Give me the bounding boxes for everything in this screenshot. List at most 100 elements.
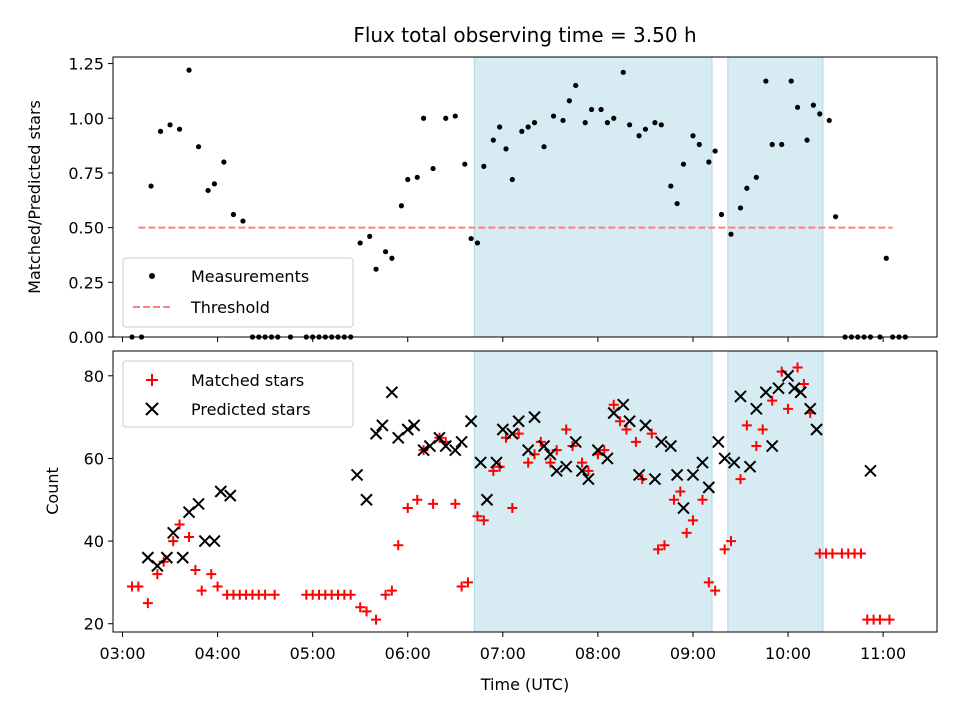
matched-star-point [371, 614, 382, 625]
matched-star-point [697, 494, 708, 505]
predicted-star-point [743, 460, 757, 473]
matched-star-point [630, 436, 641, 447]
matched-star-point [206, 569, 217, 580]
measurement-point [205, 187, 211, 194]
matched-star-point [710, 585, 721, 596]
predicted-star-point [198, 534, 212, 548]
predicted-star-point [385, 386, 399, 399]
matched-star-point [190, 565, 201, 576]
matched-star-point [741, 420, 752, 431]
measurement-point [728, 231, 734, 237]
matched-star-point [269, 589, 280, 600]
measurement-points [129, 67, 908, 340]
measurement-point [626, 122, 633, 128]
legend-matched-label: Matched stars [191, 371, 304, 390]
matched-star-point [659, 540, 670, 551]
measurement-point [481, 163, 487, 169]
shaded-interval [727, 56, 824, 338]
bottom-legend: Matched stars Predicted stars [122, 360, 354, 428]
predicted-star-point [632, 468, 646, 482]
matched-stars-points [127, 362, 895, 625]
measurement-point [148, 183, 154, 189]
bottom-x-tick-label: 06:00 [385, 644, 431, 663]
measurement-point [883, 255, 889, 261]
measurement-point [788, 78, 794, 84]
matched-star-point [133, 581, 144, 592]
matched-star-point [615, 416, 626, 427]
predicted-star-point [781, 369, 795, 383]
matched-star-point [152, 569, 163, 580]
measurement-point [642, 126, 649, 132]
bottom-y-tick-label: 40 [84, 532, 104, 551]
top-legend: Measurements Threshold [122, 257, 354, 328]
matched-star-point [719, 544, 730, 555]
matched-star-point [142, 598, 153, 609]
predicted-star-point [496, 423, 510, 436]
legend-measurements-label: Measurements [191, 267, 309, 286]
matched-star-point [456, 581, 467, 592]
matched-star-point [488, 465, 499, 476]
matched-star-point [757, 424, 768, 435]
matched-star-point [668, 494, 679, 505]
predicted-star-point [528, 410, 541, 424]
legend-threshold-label: Threshold [190, 298, 270, 317]
measurement-point [414, 174, 420, 180]
predicted-star-point [433, 431, 446, 444]
measurement-point [503, 146, 509, 152]
matched-star-point [196, 585, 207, 596]
top-y-tick-label: 0.50 [68, 219, 104, 238]
measurement-point [221, 159, 227, 165]
measurement-point [658, 122, 664, 128]
predicted-star-point [474, 456, 487, 469]
top-y-tick-label: 1.00 [68, 109, 104, 128]
predicted-star-point [214, 485, 227, 498]
measurement-point [804, 137, 810, 143]
measurement-point [611, 115, 617, 121]
predicted-star-point [718, 452, 731, 465]
measurement-point [690, 133, 696, 139]
measurement-point [490, 137, 496, 143]
predicted-star-point [224, 489, 237, 502]
measurement-point [668, 183, 674, 189]
predicted-star-point [490, 456, 503, 469]
measurement-point [817, 111, 823, 117]
measurement-point [519, 128, 525, 134]
measurement-point [405, 176, 411, 183]
measurement-point [509, 176, 515, 183]
legend-predicted-label: Predicted stars [191, 400, 311, 419]
matched-star-point [798, 379, 809, 390]
bottom-x-axis-label: Time (UTC) [480, 675, 569, 694]
predicted-star-point [401, 423, 414, 436]
bottom-x-tick-label: 04:00 [195, 644, 241, 663]
measurement-point [357, 240, 363, 246]
measurement-point [674, 200, 680, 207]
measurement-point [566, 98, 572, 104]
bottom-x-tick-label: 05:00 [290, 644, 336, 663]
top-y-tick-label: 0.00 [68, 328, 104, 347]
measurement-point [373, 266, 379, 272]
measurement-point [652, 120, 658, 126]
measurement-point [810, 102, 817, 108]
predicted-star-point [208, 534, 221, 548]
legend-predicted-marker [145, 402, 159, 416]
measurement-point [420, 115, 427, 121]
measurement-point [230, 211, 237, 218]
predicted-star-point [788, 381, 801, 395]
matched-star-point [681, 527, 692, 538]
matched-star-point [523, 457, 534, 468]
measurement-point [525, 124, 531, 130]
predicted-star-point [750, 402, 763, 416]
measurement-point [468, 235, 474, 242]
matched-star-point [874, 614, 885, 625]
predicted-star-point [160, 551, 174, 564]
predicted-star-point [559, 460, 573, 473]
predicted-star-point [655, 435, 668, 449]
predicted-star-point [512, 415, 525, 428]
matched-star-point [855, 548, 866, 559]
measurement-point [763, 78, 769, 84]
matched-star-point [402, 503, 413, 514]
measurement-point [712, 148, 718, 154]
measurement-point [598, 106, 604, 113]
matched-star-point [355, 602, 366, 613]
predicted-star-point [455, 435, 468, 449]
